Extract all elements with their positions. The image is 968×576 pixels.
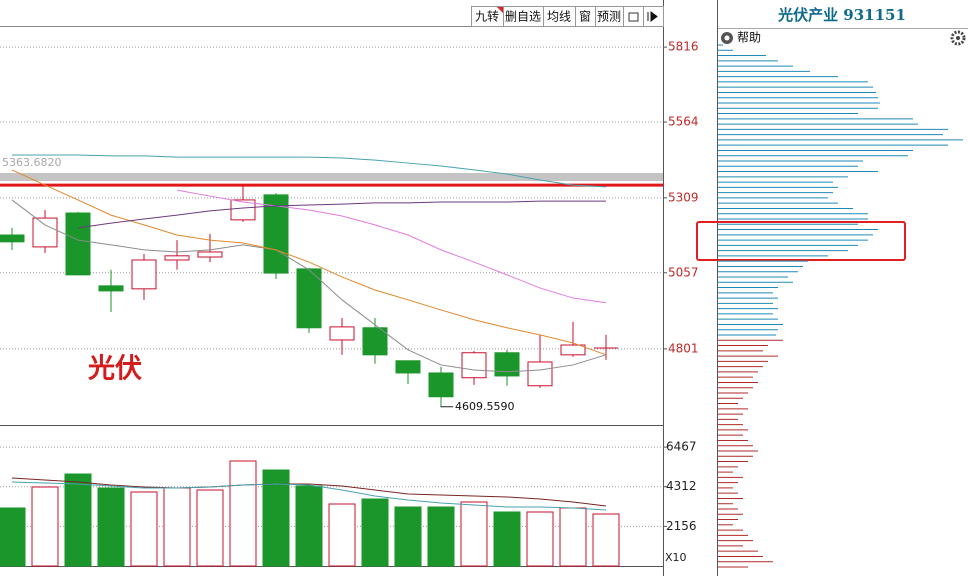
- volume-bar: [97, 487, 125, 567]
- volume-bar: [460, 501, 488, 567]
- toolbar-label[interactable]: 窗: [579, 10, 591, 24]
- candle-body: [164, 255, 190, 261]
- volume-bar: [394, 506, 422, 567]
- volume-bar: [31, 486, 59, 567]
- candle-body: [197, 251, 223, 258]
- candle-body: [494, 352, 520, 377]
- settings-button[interactable]: [950, 30, 966, 46]
- candle: [494, 349, 520, 386]
- volume-bar: [493, 511, 521, 567]
- toolbar-flag: [497, 7, 503, 13]
- candle-body: [296, 268, 322, 329]
- candle: [428, 366, 454, 406]
- candle-body: [263, 194, 289, 274]
- candle-body: [0, 234, 25, 243]
- toolbar-button[interactable]: [595, 6, 624, 27]
- highlight-box: [696, 221, 906, 261]
- volume-bar: [130, 491, 158, 567]
- candle: [0, 227, 25, 250]
- volume-bar: [196, 489, 224, 567]
- help-button[interactable]: 帮助: [721, 31, 761, 45]
- volume-unit: X10: [665, 551, 687, 564]
- candle: [65, 211, 91, 276]
- candle: [98, 269, 124, 313]
- candle-body: [428, 372, 454, 398]
- candle: [32, 210, 58, 253]
- candle-body: [230, 199, 256, 221]
- y-tick-label: 6467: [666, 440, 697, 454]
- candle: [362, 317, 388, 364]
- toolbar-label[interactable]: 九转: [475, 9, 499, 24]
- volume-bar: [163, 487, 191, 567]
- volume-bar: [229, 460, 257, 567]
- candle: [296, 268, 322, 333]
- help-label[interactable]: 帮助: [737, 31, 761, 45]
- candle-body: [461, 352, 487, 379]
- y-tick-label: 4312: [666, 479, 697, 493]
- chart-label: 光伏: [87, 354, 142, 385]
- candle: [527, 334, 553, 388]
- y-tick-label: 4801: [668, 341, 699, 355]
- volume-bar: [526, 511, 554, 567]
- toolbar-icons: [623, 6, 664, 27]
- moving-average-line: [77, 200, 606, 229]
- candle: [560, 321, 586, 357]
- low-arrow: [440, 405, 453, 408]
- side-title: 光伏产业 931151: [777, 6, 906, 24]
- volume-bar: [0, 507, 26, 567]
- y-tick-label: 5564: [668, 115, 699, 129]
- volume-bar: [592, 513, 620, 567]
- candle-body: [329, 326, 355, 341]
- volume-average-line: [11, 477, 607, 507]
- y-tick-label: 5057: [668, 265, 699, 279]
- volume-bar: [295, 485, 323, 567]
- moving-average-line: [11, 199, 607, 373]
- candle-body: [362, 327, 388, 356]
- toolbar-label[interactable]: 均线: [547, 10, 571, 24]
- low-label: 4609.5590: [455, 400, 515, 413]
- candle-body: [32, 217, 58, 248]
- volume-bar: [328, 503, 356, 567]
- volume-average-line: [11, 481, 607, 511]
- moving-average-line: [12, 154, 607, 188]
- gear-center: [956, 36, 960, 40]
- help-icon-dot: [724, 35, 730, 41]
- y-tick-label: 2156: [666, 519, 697, 533]
- lock-button[interactable]: [623, 6, 644, 27]
- toolbar-label[interactable]: 删自选: [505, 10, 541, 24]
- candle-body: [560, 344, 586, 356]
- candle-body: [98, 285, 124, 292]
- candle: [395, 360, 421, 384]
- toolbar-label[interactable]: 预测: [597, 10, 621, 24]
- y-tick-label: 5309: [668, 190, 699, 204]
- lock-icon: [628, 12, 639, 22]
- candle-body: [395, 360, 421, 374]
- candle: [263, 193, 289, 280]
- highlight-band: [0, 173, 663, 181]
- candle: [197, 233, 223, 263]
- candle-body: [527, 361, 553, 387]
- candle: [230, 185, 256, 222]
- candle: [164, 240, 190, 270]
- gear-icon: [950, 30, 966, 46]
- candle: [594, 334, 618, 360]
- y-tick-label: 5816: [668, 40, 699, 54]
- candle: [329, 317, 355, 355]
- candle: [461, 350, 487, 385]
- volume-bar: [262, 469, 290, 567]
- high-label: 5363.6820: [2, 156, 62, 169]
- candle-body: [65, 212, 91, 276]
- moving-average-line: [11, 169, 607, 356]
- expand-icon: [647, 11, 658, 22]
- candle-body: [131, 259, 157, 290]
- volume-bar: [427, 506, 455, 567]
- moving-average-line: [176, 189, 607, 304]
- volume-bar: [64, 473, 92, 567]
- volume-bar: [559, 507, 587, 567]
- candle: [131, 254, 157, 300]
- volume-bar: [361, 498, 389, 567]
